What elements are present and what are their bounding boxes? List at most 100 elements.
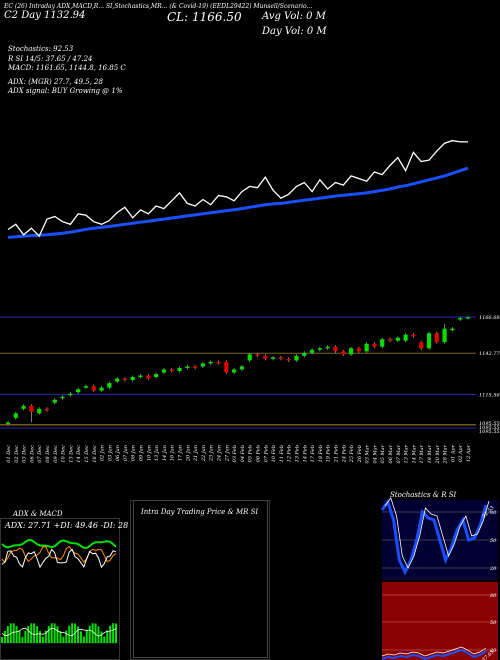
x-tick-label: 25 Feb bbox=[349, 445, 355, 463]
candle-body bbox=[200, 363, 206, 367]
candle-body bbox=[395, 337, 400, 341]
x-tick-label: 01 Dec bbox=[6, 445, 12, 463]
price-level-label: 1115.56 bbox=[479, 392, 500, 398]
macd-histogram-bar bbox=[79, 631, 82, 643]
candle-body bbox=[99, 387, 104, 391]
x-tick-label: 02 Dec bbox=[14, 445, 20, 463]
candle-body bbox=[177, 367, 182, 371]
adx-minus-di-line bbox=[1, 545, 117, 564]
candle-body bbox=[302, 352, 307, 356]
candle-body bbox=[317, 348, 322, 350]
macd-histogram-bar bbox=[62, 636, 65, 643]
candle-body bbox=[341, 351, 346, 355]
macd-histogram-bar bbox=[71, 623, 74, 643]
macd-histogram-bar bbox=[56, 626, 59, 643]
x-tick-label: 03 Dec bbox=[22, 445, 28, 463]
macd-histogram-bar bbox=[112, 623, 115, 643]
x-tick-label: 16 Jan bbox=[170, 445, 176, 461]
stoch-rsi-panel: Stochastics & R SI bbox=[380, 491, 500, 660]
macd-histogram-bar bbox=[15, 626, 18, 643]
candle-body bbox=[450, 328, 455, 331]
x-tick-label: 03 Jan bbox=[107, 445, 113, 461]
rsi-level-label: 20 bbox=[489, 648, 497, 654]
macd-histogram-bar bbox=[36, 626, 39, 643]
adx-signal-readout: ADX signal: BUY Growing @ 1% bbox=[8, 87, 123, 95]
stoch-level-label: 80 bbox=[490, 510, 497, 516]
macd-histogram-bar bbox=[115, 623, 117, 643]
candle-body bbox=[364, 343, 369, 352]
x-tick-label: 12 Apr bbox=[466, 444, 472, 462]
candle-body bbox=[107, 383, 112, 388]
price-level-label: 1095.55 bbox=[479, 429, 500, 435]
x-tick-label: 17 Mar bbox=[419, 444, 425, 463]
rsi-badge: 37.65 bbox=[481, 649, 495, 660]
candle-body bbox=[294, 355, 299, 361]
x-tick-label: 11 Feb bbox=[279, 445, 285, 462]
close-line bbox=[7, 139, 468, 238]
stoch-level-label: 20 bbox=[489, 566, 497, 572]
x-tick-label: 14 Dec bbox=[76, 445, 82, 463]
x-tick-label: 18 Mar bbox=[427, 444, 433, 463]
macd-histogram-bar bbox=[18, 631, 21, 643]
macd-histogram-bar bbox=[77, 626, 79, 643]
x-tick-label: 13 Feb bbox=[294, 445, 300, 462]
macd-histogram-bar bbox=[85, 630, 88, 643]
day-label: C2 Day bbox=[4, 10, 41, 21]
x-tick-label: 21 Jan bbox=[193, 445, 199, 462]
rsi-level-label: 80 bbox=[490, 593, 497, 599]
price-level-label: 1095.55 bbox=[479, 421, 500, 427]
x-tick-label: 02 Apr bbox=[458, 444, 464, 462]
macd-histogram-bar bbox=[53, 623, 56, 643]
open-value: 1132.94 bbox=[44, 10, 86, 21]
macd-histogram-bar bbox=[94, 623, 97, 643]
rsi-level-label: 50 bbox=[490, 620, 497, 626]
candle-body bbox=[154, 374, 159, 378]
macd-line bbox=[1, 627, 117, 637]
x-tick-label: 09 Dec bbox=[53, 445, 59, 463]
x-tick-label: 17 Jan bbox=[178, 445, 184, 461]
stoch-k-line bbox=[380, 498, 488, 576]
candle-body bbox=[442, 328, 447, 343]
candle-body bbox=[169, 369, 174, 371]
x-tick-label: 07 Mar bbox=[396, 444, 402, 463]
x-tick-label: 06 Feb bbox=[255, 445, 261, 462]
candle-body bbox=[333, 346, 338, 352]
macd-histogram-bar bbox=[41, 636, 44, 643]
macd-histogram-bar bbox=[82, 636, 85, 643]
candle-body bbox=[255, 354, 260, 356]
rsi-line bbox=[381, 648, 487, 660]
macd-histogram-bar bbox=[103, 636, 106, 643]
candle-body bbox=[76, 389, 81, 393]
candle-body bbox=[247, 354, 252, 361]
macd-histogram-bar bbox=[27, 625, 30, 643]
candle-body bbox=[193, 366, 198, 368]
x-tick-label: 06 Jan bbox=[115, 445, 121, 461]
x-tick-label: 06 Mar bbox=[388, 444, 394, 463]
candle-body bbox=[161, 369, 167, 373]
stoch-d-line bbox=[384, 497, 490, 569]
candle-body bbox=[29, 405, 34, 412]
macd-histogram-bar bbox=[1, 637, 3, 643]
x-tick-label: 09 Jan bbox=[139, 445, 145, 461]
intraday-panel-title: Intra Day Trading Price & MR SI bbox=[141, 508, 259, 516]
x-tick-label: 10 Dec bbox=[61, 445, 67, 463]
candlestick-chart: 1166.681142.771115.561095.551095.551095.… bbox=[0, 315, 500, 464]
x-tick-label: 22 Jan bbox=[201, 445, 207, 462]
candle-body bbox=[13, 413, 18, 418]
x-tick-label: 14 Mar bbox=[411, 444, 417, 463]
x-tick-label: 03 Mar bbox=[365, 444, 371, 463]
candle-body bbox=[270, 357, 276, 359]
x-tick-label: 07 Jan bbox=[123, 445, 129, 461]
candle-body bbox=[286, 358, 291, 361]
x-tick-label: 21 Feb bbox=[333, 445, 339, 463]
x-tick-label: 14 Feb bbox=[302, 445, 308, 462]
trend-chart bbox=[7, 139, 469, 239]
x-tick-label: 16 Dec bbox=[92, 445, 98, 463]
x-tick-label: 08 Jan bbox=[131, 445, 137, 461]
price-level-label: 1142.77 bbox=[479, 351, 500, 357]
candle-body bbox=[138, 375, 143, 378]
header-topline: EC (26) Intraday ADX,MACD,R... SI,Stocha… bbox=[4, 3, 313, 10]
candle-body bbox=[278, 357, 283, 359]
candle-body bbox=[231, 369, 237, 373]
